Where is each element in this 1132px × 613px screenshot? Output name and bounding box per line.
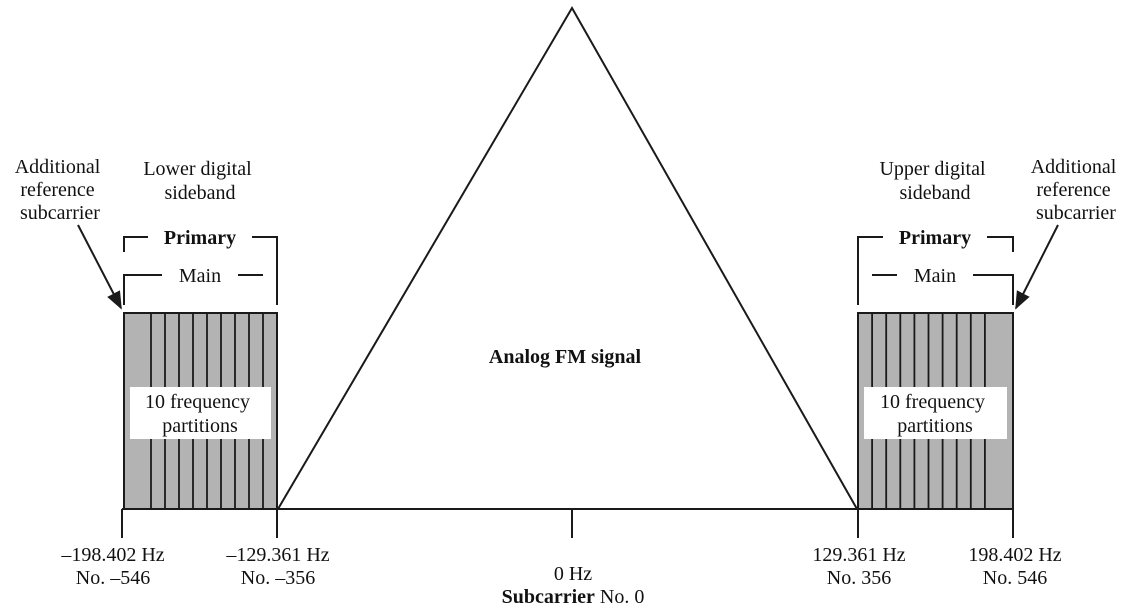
upper-main-bracket: [872, 274, 1014, 305]
tick-label-number: No. 356: [827, 567, 891, 589]
subcarrier-number: No. 0: [595, 586, 644, 608]
lower-sideband-block: 10 frequency partitions: [123, 312, 278, 510]
analog-fm-triangle: [276, 6, 859, 510]
tick-label-frequency: –198.402 Hz: [60, 544, 164, 566]
upper-partitions-label-box: [864, 387, 1007, 439]
lower-main-label: Main: [179, 265, 221, 287]
lower-primary-label: Primary: [164, 227, 236, 249]
upper-main-label: Main: [914, 265, 956, 287]
tick-label-number: Subcarrier No. 0: [502, 586, 645, 608]
tick-label-number: No. –546: [76, 567, 150, 589]
upper-sideband-title: Upper digital sideband: [879, 158, 990, 204]
tick-label-number: No. –356: [241, 567, 315, 589]
left-reference-arrow: [77, 224, 122, 310]
tick-label-number: No. 546: [983, 567, 1047, 589]
tick-label-frequency: 129.361 Hz: [812, 544, 905, 566]
lower-partitions-label: 10 frequency partitions: [145, 391, 255, 437]
tick-label-frequency: 198.402 Hz: [968, 544, 1061, 566]
tick-label-frequency: 0 Hz: [554, 563, 592, 585]
subcarrier-bold-label: Subcarrier: [502, 586, 595, 608]
tick-label-frequency: –129.361 Hz: [225, 544, 329, 566]
lower-sideband-title: Lower digital sideband: [143, 158, 256, 204]
upper-primary-bracket: [857, 236, 1014, 305]
analog-fm-label: Analog FM signal: [489, 346, 642, 368]
right-reference-arrow: [1015, 224, 1059, 310]
upper-partitions-label: 10 frequency partitions: [880, 391, 990, 437]
upper-sideband-block: 10 frequency partitions: [857, 312, 1014, 510]
lower-partitions-label-box: [130, 387, 271, 439]
right-additional-reference-label: Additional reference subcarrier: [1031, 156, 1122, 224]
lower-primary-bracket: [123, 236, 278, 305]
upper-primary-label: Primary: [899, 227, 971, 249]
left-additional-reference-label: Additional reference subcarrier: [15, 156, 106, 224]
lower-main-bracket: [123, 274, 263, 305]
